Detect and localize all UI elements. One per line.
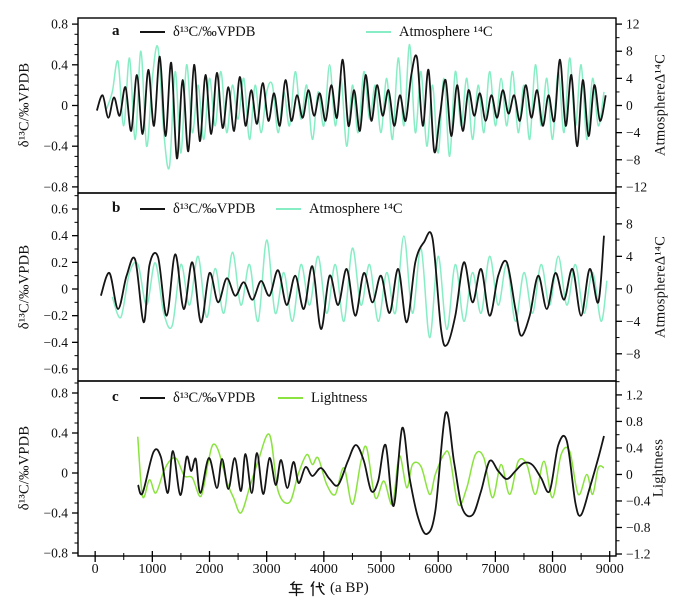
svg-text:1000: 1000 [138, 562, 166, 577]
svg-text:0: 0 [626, 98, 633, 113]
legend-label: δ¹³C/‰VPDB [173, 23, 256, 40]
legend-item: δ¹³C/‰VPDB [140, 24, 255, 40]
svg-text:0.4: 0.4 [51, 57, 68, 72]
legend-label: δ¹³C/‰VPDB [173, 200, 256, 217]
svg-text:0: 0 [61, 282, 68, 297]
svg-text:8000: 8000 [539, 562, 567, 577]
legend-line-swatch [278, 396, 303, 400]
legend-label: Atmosphere ¹⁴C [399, 23, 493, 40]
panel-c-letter: c [112, 389, 119, 405]
svg-text:−0.4: −0.4 [44, 506, 69, 521]
atmosphere-14C-line [105, 43, 605, 170]
panel-a-group: 0.8 0.4 0 −0.4 −0.8 12 8 4 0 −4 −8 −12 [44, 17, 648, 195]
svg-text:1.2: 1.2 [626, 387, 643, 402]
nian-glyph [288, 581, 304, 597]
svg-text:−8: −8 [626, 346, 641, 361]
svg-text:0: 0 [626, 281, 633, 296]
svg-text:−0.4: −0.4 [626, 493, 651, 508]
svg-text:−0.8: −0.8 [44, 179, 69, 194]
delta13C-VPDB-line [96, 54, 607, 160]
svg-text:9000: 9000 [596, 562, 624, 577]
panel-a-right-axis-title: AtmosphereΔ¹⁴C [652, 53, 669, 157]
svg-text:4: 4 [626, 71, 633, 86]
svg-text:2000: 2000 [195, 562, 223, 577]
svg-text:−12: −12 [626, 179, 647, 194]
svg-text:0.4: 0.4 [51, 228, 68, 243]
panel-b-group: 0.6 0.4 0.2 0 −0.2 −0.4 −0.6 8 4 0 −4 −8 [44, 192, 641, 382]
svg-text:−0.4: −0.4 [44, 335, 69, 350]
svg-text:0.4: 0.4 [626, 440, 643, 455]
legend-item: δ¹³C/‰VPDB [140, 390, 255, 406]
atmosphere-14C-line [111, 235, 608, 339]
svg-text:−0.8: −0.8 [626, 520, 651, 535]
svg-text:−0.6: −0.6 [44, 362, 69, 377]
delta13C-VPDB-line [100, 231, 605, 347]
svg-text:−0.8: −0.8 [44, 546, 69, 561]
panel-a-series [96, 43, 607, 170]
svg-text:3000: 3000 [253, 562, 281, 577]
svg-text:8: 8 [626, 44, 633, 59]
svg-text:4000: 4000 [310, 562, 338, 577]
panel-c-left-axis-title: δ¹³C/‰VPDB [16, 425, 33, 511]
panel-b-left-axis-title: δ¹³C/‰VPDB [16, 244, 33, 330]
svg-text:−0.4: −0.4 [44, 139, 69, 154]
svg-text:0: 0 [61, 466, 68, 481]
svg-text:7000: 7000 [481, 562, 509, 577]
panel-b-right-axis-title: AtmosphereΔ¹⁴C [652, 235, 669, 339]
svg-text:−1.2: −1.2 [626, 547, 651, 562]
svg-text:8: 8 [626, 216, 633, 231]
delta13C-VPDB-line [137, 411, 605, 535]
x-axis-title-suffix: (a BP) [330, 580, 369, 596]
svg-text:−4: −4 [626, 314, 641, 329]
panel-b-series [100, 231, 608, 347]
panel-c-group: 0.8 0.4 0 −0.4 −0.8 1.2 0.8 0.4 0 −0.4 −0.8 −1.2 0 10… [44, 380, 651, 577]
panel-c-series [136, 411, 605, 535]
x-axis-title: (a BP) [288, 580, 369, 597]
svg-text:0.4: 0.4 [51, 426, 68, 441]
legend-line-swatch [140, 396, 165, 400]
svg-text:0.2: 0.2 [51, 255, 68, 270]
lightness-line [136, 433, 605, 514]
legend-line-swatch [276, 207, 301, 211]
svg-text:0: 0 [92, 562, 99, 577]
svg-text:0.6: 0.6 [51, 202, 68, 217]
svg-text:−0.2: −0.2 [44, 308, 69, 323]
legend-item: Atmosphere ¹⁴C [366, 24, 493, 40]
legend-line-swatch [366, 30, 391, 34]
svg-text:0.8: 0.8 [51, 386, 68, 401]
svg-text:0.8: 0.8 [51, 17, 68, 32]
panel-c-right-axis-title: Lightness [650, 438, 667, 498]
svg-text:6000: 6000 [424, 562, 452, 577]
svg-text:0.8: 0.8 [626, 414, 643, 429]
panel-a-left-axis-title: δ¹³C/‰VPDB [16, 62, 33, 148]
svg-text:5000: 5000 [367, 562, 395, 577]
panel-b-letter: b [112, 200, 121, 216]
svg-text:0: 0 [626, 467, 633, 482]
legend-line-swatch [140, 207, 165, 211]
legend-item: δ¹³C/‰VPDB [140, 201, 255, 217]
legend-label: Lightness [311, 389, 368, 406]
svg-text:0: 0 [61, 98, 68, 113]
svg-text:4: 4 [626, 249, 633, 264]
legend-label: δ¹³C/‰VPDB [173, 389, 256, 406]
panel-a-letter: a [112, 23, 120, 39]
legend-item: Atmosphere ¹⁴C [276, 201, 403, 217]
legend-line-swatch [140, 30, 165, 34]
svg-text:−8: −8 [626, 152, 641, 167]
legend-label: Atmosphere ¹⁴C [309, 200, 403, 217]
legend-item: Lightness [278, 390, 367, 406]
svg-text:12: 12 [626, 17, 640, 32]
dai-glyph [310, 581, 325, 597]
svg-text:−4: −4 [626, 125, 641, 140]
